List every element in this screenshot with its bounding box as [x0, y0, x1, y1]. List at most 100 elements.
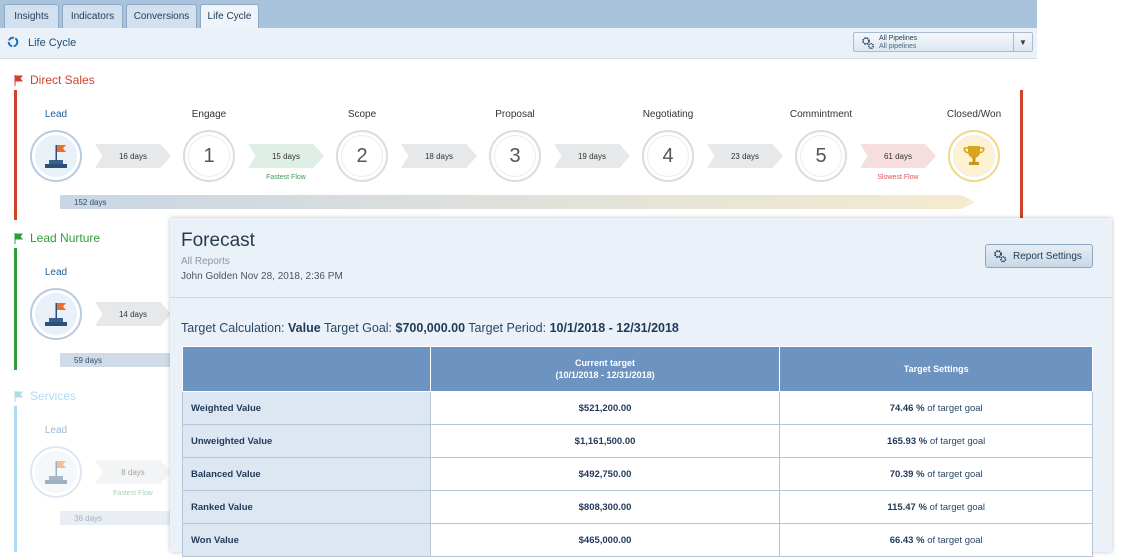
table-row[interactable]: Ranked Value $808,300.00 115.47 % of tar…	[182, 490, 1093, 524]
report-settings-button[interactable]: Report Settings	[985, 244, 1093, 268]
flag-icon	[14, 390, 24, 402]
duration-label: 16 days	[118, 151, 148, 161]
forecast-user-line: John Golden Nov 28, 2018, 2:36 PM	[181, 271, 343, 282]
duration-label: 14 days	[118, 309, 148, 319]
total-duration-bar: 36 days	[60, 511, 190, 525]
target-goal-label: Target Goal:	[323, 321, 393, 335]
flag-icon	[14, 74, 24, 86]
trophy-icon	[963, 146, 985, 165]
duration-label: 61 days	[883, 151, 913, 161]
target-setting-cell: 74.46 % of target goal	[779, 391, 1093, 425]
tab-conversions[interactable]: Conversions	[126, 4, 197, 28]
target-setting-cell: 115.47 % of target goal	[779, 490, 1093, 524]
pipeline-select[interactable]: All Pipelines All pipelines ▼	[853, 32, 1033, 52]
life-cycle-icon	[7, 36, 19, 48]
target-period-value: 10/1/2018 - 12/31/2018	[549, 321, 679, 335]
current-target-value: $492,750.00	[429, 457, 781, 491]
stage-circle-2[interactable]: 2	[336, 130, 388, 182]
duration-arrow: 14 days	[95, 302, 171, 326]
table-row[interactable]: Won Value $465,000.00 66.43 % of target …	[182, 523, 1093, 557]
target-suffix: of target goal	[924, 402, 983, 414]
closed-won-circle[interactable]	[948, 130, 1000, 182]
current-target-value: $1,161,500.00	[429, 424, 781, 458]
target-period-label: Target Period:	[468, 321, 547, 335]
section-title: Lead Nurture	[30, 231, 101, 245]
row-label: Won Value	[182, 523, 431, 557]
target-calculation-line: Target Calculation: Value Target Goal: $…	[181, 321, 679, 335]
forecast-table: Current target (10/1/2018 - 12/31/2018) …	[182, 346, 1093, 557]
table-row[interactable]: Balanced Value $492,750.00 70.39 % of ta…	[182, 457, 1093, 491]
table-header-empty	[182, 346, 431, 392]
target-goal-value: $700,000.00	[395, 321, 466, 335]
forecast-panel: Forecast All Reports John Golden Nov 28,…	[170, 218, 1112, 557]
stage-circle-3[interactable]: 3	[489, 130, 541, 182]
lead-stage-circle[interactable]	[30, 288, 82, 340]
target-setting-cell: 165.93 % of target goal	[779, 424, 1093, 458]
fastest-flow-tag: Fastest Flow	[113, 490, 153, 497]
divider	[170, 297, 1112, 298]
stage-lead: Lead	[44, 109, 68, 120]
stage-circle-4[interactable]: 4	[642, 130, 694, 182]
slowest-flow-tag: Slowest Flow	[877, 174, 919, 181]
tab-life-cycle[interactable]: Life Cycle	[200, 4, 259, 28]
section-title: Services	[30, 389, 77, 403]
table-row[interactable]: Unweighted Value $1,161,500.00 165.93 % …	[182, 424, 1093, 458]
stage-negotiating: Negotiating	[642, 109, 694, 120]
stage-closed-won: Closed/Won	[946, 109, 1002, 120]
page-title: Life Cycle	[28, 37, 77, 49]
section-direct-sales[interactable]: Direct Sales	[14, 73, 95, 87]
total-duration-bar: 152 days	[60, 195, 975, 209]
stage-lead: Lead	[44, 267, 68, 278]
duration-arrow: 19 days	[554, 144, 630, 168]
stage-lead: Lead	[44, 425, 68, 436]
stage-commitment: Commintment	[789, 109, 853, 120]
target-pct: 165.93 %	[887, 435, 928, 447]
tab-insights[interactable]: Insights	[4, 4, 59, 28]
total-duration-label: 36 days	[74, 513, 103, 523]
duration-arrow-fastest: 15 days	[248, 144, 324, 168]
duration-arrow: 18 days	[401, 144, 477, 168]
duration-label: 19 days	[577, 151, 607, 161]
tab-indicators[interactable]: Indicators	[62, 4, 123, 28]
stage-proposal: Proposal	[495, 109, 535, 120]
chevron-down-icon[interactable]: ▼	[1013, 33, 1032, 51]
total-duration-bar: 59 days	[60, 353, 190, 367]
pipeline-select-value: All pipelines	[879, 43, 917, 50]
total-duration-label: 59 days	[74, 355, 103, 365]
pipeline-select-label: All Pipelines	[879, 35, 918, 42]
current-target-value: $521,200.00	[429, 391, 781, 425]
lead-flag-icon	[45, 461, 67, 484]
table-header-target-settings: Target Settings	[779, 346, 1093, 392]
section-services[interactable]: Services	[14, 389, 76, 403]
stage-engage: Engage	[191, 109, 227, 120]
lead-stage-circle[interactable]	[30, 130, 82, 182]
duration-arrow: 16 days	[95, 144, 171, 168]
stage-circle-1[interactable]: 1	[183, 130, 235, 182]
forecast-subtitle[interactable]: All Reports	[181, 256, 230, 267]
duration-label: 18 days	[424, 151, 454, 161]
forecast-title: Forecast	[181, 230, 255, 251]
target-suffix: of target goal	[927, 435, 986, 447]
toolbar: Life Cycle All Pipelines All pipelines ▼	[0, 28, 1037, 59]
fastest-flow-tag: Fastest Flow	[266, 174, 306, 181]
row-label: Unweighted Value	[182, 424, 431, 458]
row-label: Balanced Value	[182, 457, 431, 491]
gear-icon	[862, 37, 874, 49]
section-lead-nurture[interactable]: Lead Nurture	[14, 231, 100, 245]
target-suffix: of target goal	[926, 501, 986, 513]
target-setting-cell: 70.39 % of target goal	[779, 457, 1093, 491]
duration-label: 23 days	[730, 151, 760, 161]
duration-arrow-slowest: 61 days	[860, 144, 936, 168]
flag-icon	[14, 232, 24, 244]
table-header-current-target: Current target (10/1/2018 - 12/31/2018)	[429, 346, 781, 392]
duration-label: 15 days	[271, 151, 301, 161]
total-duration-label: 152 days	[74, 197, 107, 207]
target-pct: 66.43 %	[889, 534, 925, 546]
stage-circle-5[interactable]: 5	[795, 130, 847, 182]
report-settings-label: Report Settings	[1013, 250, 1082, 262]
table-row[interactable]: Weighted Value $521,200.00 74.46 % of ta…	[182, 391, 1093, 425]
lead-stage-circle[interactable]	[30, 446, 82, 498]
row-label: Weighted Value	[182, 391, 431, 425]
current-target-value: $465,000.00	[429, 523, 781, 557]
lead-flag-icon	[45, 145, 67, 168]
